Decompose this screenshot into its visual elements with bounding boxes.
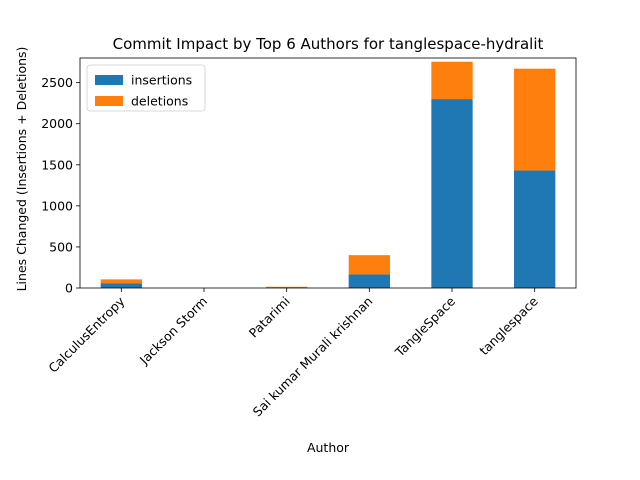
bars-group [100,61,556,288]
y-tick-label: 2000 [41,116,73,131]
x-tick-label: Patarimi [246,294,293,341]
legend-swatch-insertions [95,75,123,85]
y-tick-label: 0 [65,281,73,296]
y-tick-label: 1000 [41,198,73,213]
plot-area-frame [79,57,577,289]
chart-title: Commit Impact by Top 6 Authors for tangl… [113,35,544,53]
y-tick-label: 2500 [41,75,73,90]
bar-deletions-3 [348,255,390,275]
y-tick-label: 500 [49,239,73,254]
x-axis-label: Author [307,440,350,455]
legend-label-insertions: insertions [131,73,192,88]
bar-deletions-4 [431,61,473,100]
bar-deletions-2 [266,286,308,288]
x-axis-ticks: CalculusEntropy Jackson Storm PatarimiSai … [45,288,541,419]
bar-deletions-5 [514,68,556,171]
y-axis-ticks: 0 500 1000 1500 2000 2500 [41,75,80,296]
x-tick-label: CalculusEntropy [45,293,128,376]
x-tick-label: Jackson Storm [136,294,210,368]
x-tick-label: tanglespace [476,293,541,358]
x-tick-label: TangleSpace [391,293,458,360]
bar-insertions-3 [348,274,390,288]
y-axis-label: Lines Changed (Insertions + Deletions) [14,47,29,292]
bar-deletions-0 [100,279,142,284]
legend-label-deletions: deletions [131,94,188,109]
bar-insertions-5 [514,170,556,288]
bar-insertions-0 [100,283,142,288]
legend-swatch-deletions [95,96,123,106]
legend: insertions deletions [86,64,206,112]
bar-insertions-4 [431,99,473,288]
y-tick-label: 1500 [41,157,73,172]
